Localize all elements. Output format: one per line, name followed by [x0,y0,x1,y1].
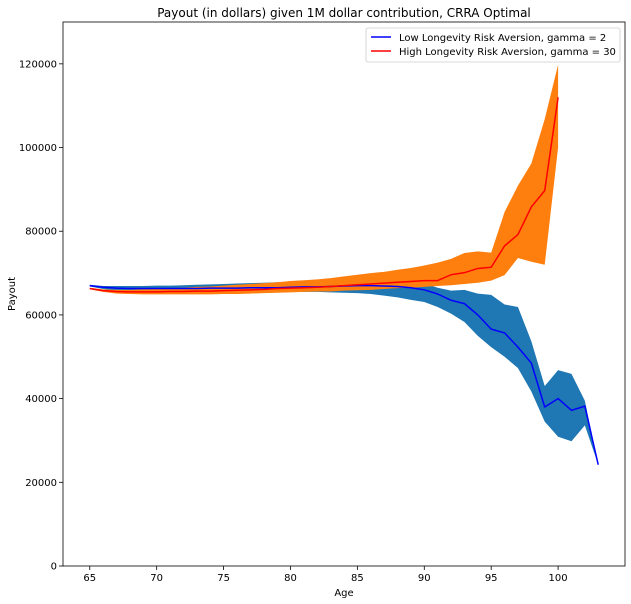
confidence-bands [89,64,599,465]
series-lines [89,97,599,465]
y-tick-label-0: 0 [51,562,57,573]
x-axis-label: Age [334,588,353,599]
y-tick-label-120000: 120000 [19,59,57,70]
x-tick-label-65: 65 [83,573,96,584]
x-tick-label-85: 85 [351,573,364,584]
x-tick-label-95: 95 [485,573,498,584]
y-tick-label-40000: 40000 [25,394,57,405]
x-tick-label-70: 70 [150,573,163,584]
y-tick-label-80000: 80000 [25,227,57,238]
plot-frame [62,21,626,567]
legend-label-low-gamma: Low Longevity Risk Aversion, gamma = 2 [399,33,606,44]
x-axis-ticks: 65 70 75 80 85 90 95 100 [83,566,568,584]
y-axis-ticks: 0 20000 40000 60000 80000 100000 120000 [19,59,63,573]
legend: Low Longevity Risk Aversion, gamma = 2 H… [365,27,621,63]
line-high-gamma [89,97,559,293]
x-tick-label-100: 100 [549,573,568,584]
legend-label-high-gamma: High Longevity Risk Aversion, gamma = 30 [399,47,616,58]
y-tick-label-20000: 20000 [25,478,57,489]
x-tick-label-80: 80 [284,573,297,584]
y-tick-label-100000: 100000 [19,143,57,154]
y-axis-label: Payout [7,277,18,311]
x-tick-label-90: 90 [418,573,431,584]
legend-box [365,27,621,63]
band-low-gamma [89,279,599,465]
y-tick-label-60000: 60000 [25,310,57,321]
chart-title: Payout (in dollars) given 1M dollar cont… [157,6,531,20]
x-tick-label-75: 75 [217,573,230,584]
